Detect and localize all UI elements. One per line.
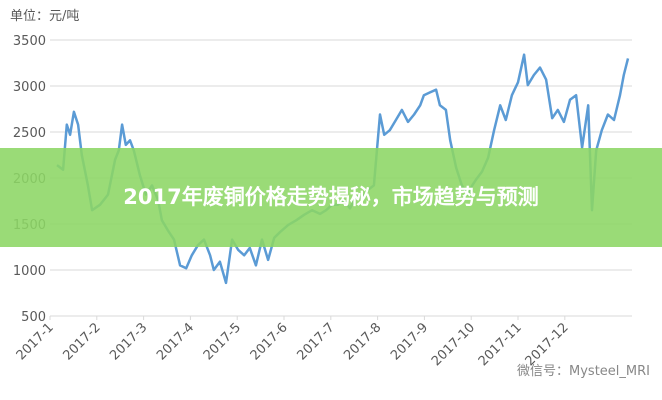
y-tick-label: 2500 — [13, 126, 46, 141]
y-tick-label: 3000 — [13, 80, 46, 95]
x-tick-label: 2017-2 — [60, 320, 103, 363]
x-tick-label: 2017-9 — [388, 320, 431, 363]
x-tick-label: 2017-8 — [341, 320, 384, 363]
x-tick-label: 2017-10 — [429, 320, 478, 369]
x-tick-label: 2017-4 — [154, 320, 197, 363]
y-tick-label: 1000 — [13, 264, 46, 279]
x-tick-label: 2017-6 — [248, 320, 291, 363]
x-tick-label: 2017-5 — [201, 320, 244, 363]
y-tick-label: 3500 — [13, 34, 46, 49]
x-tick-label: 2017-7 — [294, 320, 337, 363]
chart-title: 2017年废铜价格走势揭秘，市场趋势与预测 — [123, 185, 539, 209]
watermark: 微信号：Mysteel_MRI — [517, 364, 650, 379]
x-tick-label: 2017-11 — [476, 320, 525, 369]
y-tick-label: 500 — [21, 310, 46, 325]
unit-label: 单位：元/吨 — [10, 9, 79, 24]
x-tick-label: 2017-12 — [523, 320, 572, 369]
x-tick-label: 2017-3 — [107, 320, 150, 363]
title-banner: 2017年废铜价格走势揭秘，市场趋势与预测 — [0, 148, 662, 247]
x-tick-label: 2017-1 — [14, 320, 57, 363]
